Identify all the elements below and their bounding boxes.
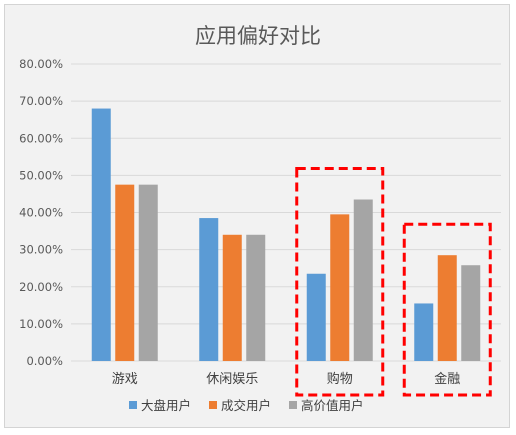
bar (115, 184, 135, 361)
y-tick-label: 10.00% (19, 317, 63, 331)
bars (91, 108, 481, 361)
y-axis-ticks: 0.00% 10.00% 20.00% 30.00% 40.00% 50.00% 60.00… (19, 57, 63, 368)
bar (91, 108, 111, 361)
bar (138, 184, 158, 361)
x-category-label: 休闲娱乐 (206, 372, 258, 387)
bar (437, 255, 457, 361)
legend-swatch (289, 401, 297, 409)
legend-swatch (129, 401, 137, 409)
legend-swatch (209, 401, 217, 409)
highlight-boxes (295, 167, 492, 397)
x-category-label: 游戏 (112, 372, 138, 387)
y-tick-label: 70.00% (19, 94, 63, 108)
chart-title: 应用偏好对比 (195, 24, 321, 48)
x-axis-categories: 游戏 休闲娱乐 购物 金融 (112, 371, 461, 387)
legend-label: 高价值用户 (301, 398, 364, 413)
bar (199, 218, 219, 361)
y-tick-label: 80.00% (19, 57, 63, 71)
y-tick-label: 60.00% (19, 131, 63, 145)
grid-lines (71, 63, 501, 362)
legend-label: 大盘用户 (141, 398, 191, 413)
bar (246, 234, 266, 361)
legend: 大盘用户 成交用户 高价值用户 (129, 398, 364, 413)
y-tick-label: 20.00% (19, 280, 63, 294)
bar (353, 199, 373, 361)
bar-chart: 应用偏好对比 0.00% 10.00% 20.00% 30.00% 40.00% 50.0… (19, 24, 501, 413)
highlight-box (402, 222, 492, 397)
bar (222, 234, 242, 361)
y-tick-label: 0.00% (26, 354, 63, 368)
y-tick-label: 40.00% (19, 206, 63, 220)
bar (330, 214, 350, 361)
legend-label: 成交用户 (221, 398, 271, 413)
bar (414, 303, 434, 361)
bar (306, 273, 326, 361)
x-category-label: 购物 (327, 371, 353, 387)
y-tick-label: 30.00% (19, 243, 63, 257)
bar (461, 265, 481, 361)
chart-frame: 应用偏好对比 0.00% 10.00% 20.00% 30.00% 40.00% 50.0… (4, 4, 510, 428)
y-tick-label: 50.00% (19, 168, 63, 182)
highlight-box (295, 167, 385, 397)
x-category-label: 金融 (434, 371, 460, 387)
